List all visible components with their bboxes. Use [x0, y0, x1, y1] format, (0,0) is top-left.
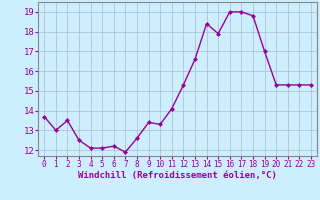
X-axis label: Windchill (Refroidissement éolien,°C): Windchill (Refroidissement éolien,°C): [78, 171, 277, 180]
